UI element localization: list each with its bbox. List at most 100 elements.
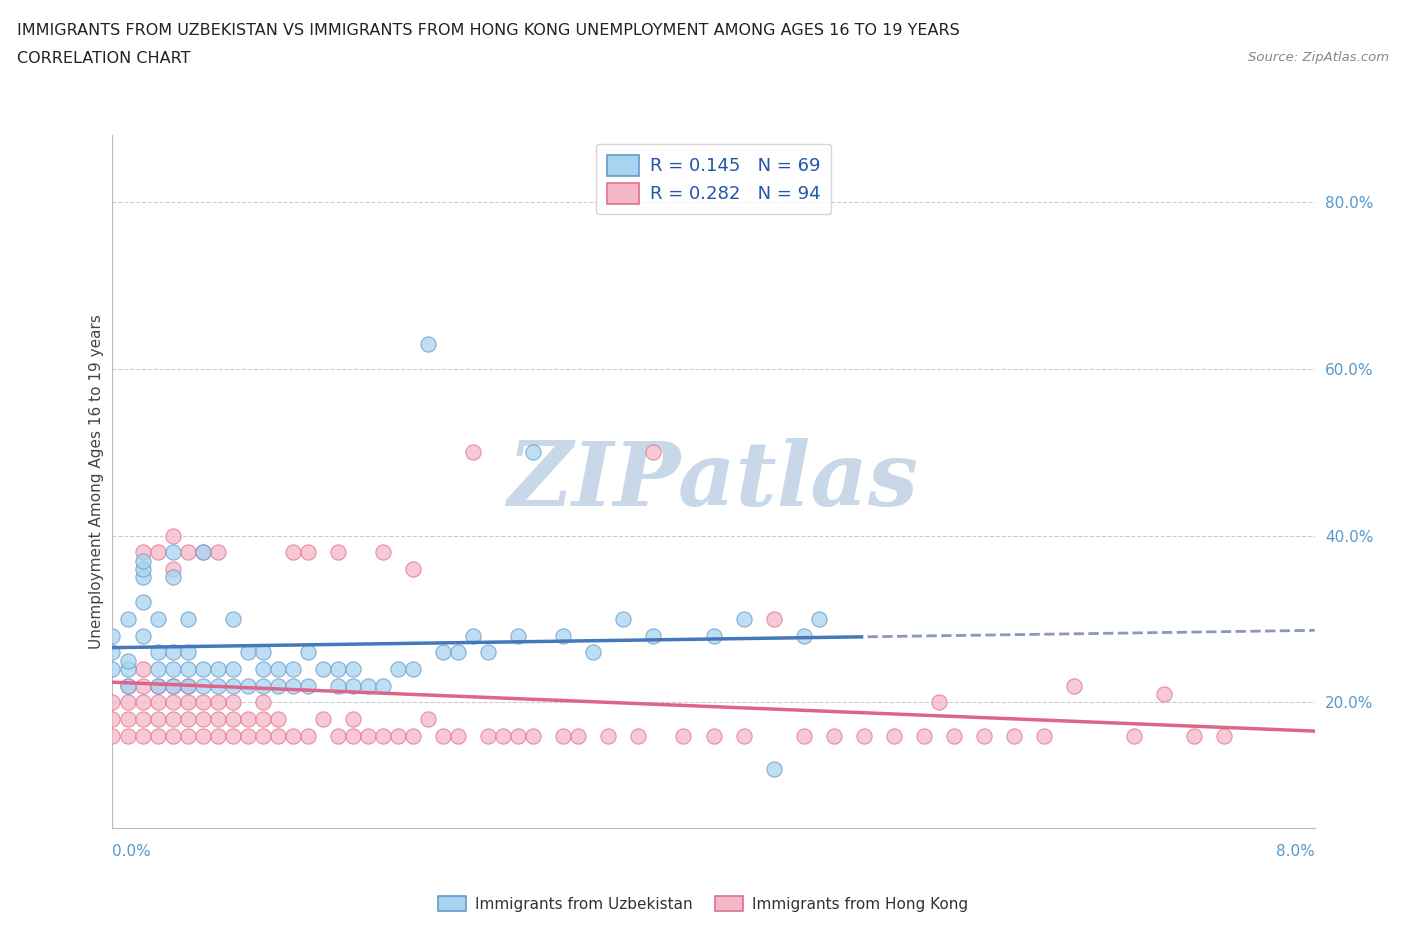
Point <box>1063 678 1085 693</box>
Point <box>432 645 454 660</box>
Point <box>508 728 530 743</box>
Point <box>146 711 169 726</box>
Point <box>447 645 470 660</box>
Point <box>117 695 139 710</box>
Point <box>162 661 184 676</box>
Point <box>823 728 845 743</box>
Point <box>252 661 274 676</box>
Legend: R = 0.145   N = 69, R = 0.282   N = 94: R = 0.145 N = 69, R = 0.282 N = 94 <box>596 144 831 215</box>
Point <box>162 711 184 726</box>
Point <box>447 728 470 743</box>
Point <box>297 545 319 560</box>
Point <box>162 678 184 693</box>
Point <box>146 645 169 660</box>
Point <box>297 728 319 743</box>
Point <box>191 545 214 560</box>
Point <box>176 661 198 676</box>
Point <box>432 728 454 743</box>
Point <box>146 728 169 743</box>
Legend: Immigrants from Uzbekistan, Immigrants from Hong Kong: Immigrants from Uzbekistan, Immigrants f… <box>432 889 974 918</box>
Point <box>371 728 394 743</box>
Point <box>567 728 589 743</box>
Point <box>733 612 755 627</box>
Point <box>117 711 139 726</box>
Point <box>477 645 499 660</box>
Point <box>582 645 605 660</box>
Point <box>1123 728 1146 743</box>
Point <box>492 728 515 743</box>
Point <box>762 762 785 777</box>
Point <box>267 678 290 693</box>
Point <box>101 728 124 743</box>
Text: 8.0%: 8.0% <box>1275 844 1315 858</box>
Point <box>131 545 153 560</box>
Point <box>131 553 153 568</box>
Point <box>162 528 184 543</box>
Point <box>131 711 153 726</box>
Point <box>101 695 124 710</box>
Text: ZIPatlas: ZIPatlas <box>508 438 920 525</box>
Point <box>191 711 214 726</box>
Point <box>762 612 785 627</box>
Point <box>852 728 875 743</box>
Point <box>733 728 755 743</box>
Point <box>146 661 169 676</box>
Point <box>252 711 274 726</box>
Point <box>117 678 139 693</box>
Point <box>207 678 229 693</box>
Point <box>222 695 245 710</box>
Point <box>326 728 349 743</box>
Point <box>131 562 153 577</box>
Point <box>371 678 394 693</box>
Point <box>522 728 544 743</box>
Point <box>416 711 439 726</box>
Point <box>312 711 335 726</box>
Point <box>342 711 364 726</box>
Point <box>342 728 364 743</box>
Point <box>643 629 665 644</box>
Point <box>357 678 380 693</box>
Point <box>146 545 169 560</box>
Point <box>702 728 725 743</box>
Point <box>191 545 214 560</box>
Point <box>553 728 575 743</box>
Point <box>176 545 198 560</box>
Point <box>191 661 214 676</box>
Point <box>702 629 725 644</box>
Point <box>176 678 198 693</box>
Point <box>207 711 229 726</box>
Point <box>131 570 153 585</box>
Point <box>222 661 245 676</box>
Point <box>461 445 484 459</box>
Point <box>1213 728 1236 743</box>
Point <box>222 728 245 743</box>
Point <box>387 728 409 743</box>
Point <box>342 661 364 676</box>
Point <box>942 728 965 743</box>
Point <box>101 711 124 726</box>
Point <box>312 661 335 676</box>
Point <box>146 678 169 693</box>
Point <box>131 728 153 743</box>
Point <box>176 612 198 627</box>
Point <box>912 728 935 743</box>
Point <box>267 711 290 726</box>
Point <box>191 728 214 743</box>
Point <box>162 562 184 577</box>
Text: CORRELATION CHART: CORRELATION CHART <box>17 51 190 66</box>
Point <box>267 728 290 743</box>
Point <box>176 695 198 710</box>
Point <box>146 612 169 627</box>
Point <box>191 678 214 693</box>
Point <box>117 653 139 668</box>
Point <box>326 661 349 676</box>
Point <box>101 645 124 660</box>
Point <box>371 545 394 560</box>
Point <box>117 612 139 627</box>
Point <box>131 595 153 610</box>
Point <box>162 695 184 710</box>
Point <box>252 645 274 660</box>
Point <box>973 728 995 743</box>
Point <box>146 695 169 710</box>
Point <box>162 645 184 660</box>
